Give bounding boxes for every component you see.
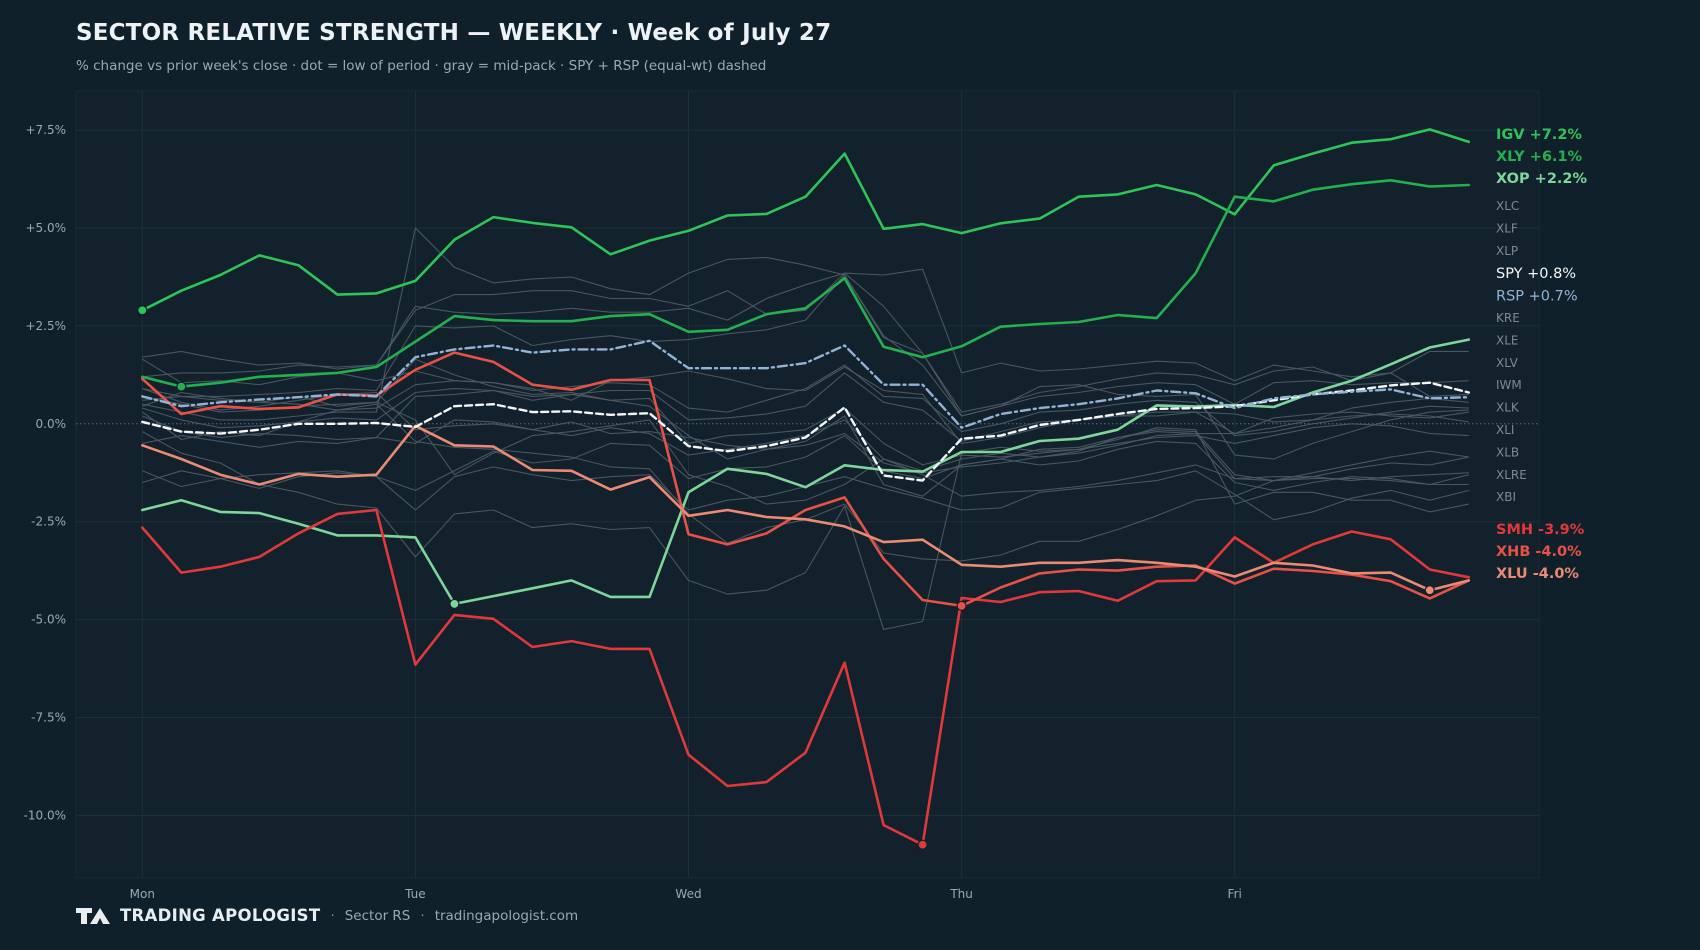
series-label-midpack: XLC <box>1496 199 1519 213</box>
series-label-xlu: XLU -4.0% <box>1496 566 1579 582</box>
series-line-midpack <box>142 415 1469 482</box>
series-line-xlu <box>141 424 1471 592</box>
y-tick-label: +2.5% <box>25 319 66 333</box>
series-line-midpack <box>142 389 1469 466</box>
series-label-midpack: XLV <box>1496 356 1519 370</box>
y-tick-label: -5.0% <box>31 613 66 627</box>
footer-site-link[interactable]: tradingapologist.com <box>434 907 579 924</box>
ta-logo-icon <box>76 907 110 924</box>
series-label-igv: IGV +7.2% <box>1496 127 1582 143</box>
y-tick-label: -2.5% <box>31 515 66 529</box>
series-line-midpack <box>142 272 1469 413</box>
footer-separator: · <box>330 907 335 924</box>
series-label-xly: XLY +6.1% <box>1496 149 1583 165</box>
series-line-midpack <box>142 372 1469 442</box>
series-label-spy: SPY +0.8% <box>1496 266 1576 282</box>
series-label-xop: XOP +2.2% <box>1496 171 1588 187</box>
series-line-midpack <box>142 358 1469 497</box>
series-line-rsp <box>141 339 1471 429</box>
series-line-midpack <box>142 388 1469 474</box>
y-tick-label: +5.0% <box>25 221 66 235</box>
y-tick-label: 0.0% <box>36 417 67 431</box>
chart-subtitle: % change vs prior week's close · dot = l… <box>76 58 767 74</box>
brand-logo[interactable]: TRADING APOLOGIST <box>76 906 320 925</box>
series-line-smh <box>141 508 1471 847</box>
series-label-midpack: KRE <box>1496 311 1520 325</box>
low-marker-xop <box>449 598 460 610</box>
low-marker-xhb <box>956 600 967 611</box>
x-tick-label: Tue <box>404 887 426 901</box>
series-label-smh: SMH -3.9% <box>1496 522 1585 538</box>
series-line-midpack <box>142 358 1469 444</box>
x-tick-label: Mon <box>130 887 155 901</box>
chart-title: SECTOR RELATIVE STRENGTH — WEEKLY · Week… <box>76 20 832 46</box>
low-marker-xlu <box>1424 585 1435 596</box>
footer: TRADING APOLOGIST · Sector RS · tradinga… <box>76 906 578 925</box>
y-tick-label: +7.5% <box>25 123 66 137</box>
x-tick-label: Fri <box>1228 887 1242 901</box>
series-label-midpack: IWM <box>1496 378 1522 392</box>
x-tick-label: Wed <box>675 887 701 901</box>
series-line-midpack <box>142 227 1469 460</box>
series-line-midpack <box>142 364 1469 437</box>
footer-separator: · <box>420 907 425 924</box>
series-label-midpack: XBI <box>1496 490 1516 504</box>
series-label-midpack: XLF <box>1496 221 1518 235</box>
series-line-midpack <box>142 274 1469 417</box>
low-marker-xly <box>176 381 187 392</box>
x-tick-label: Thu <box>949 887 973 901</box>
series-line-midpack <box>142 391 1469 505</box>
footer-product: Sector RS <box>344 907 411 924</box>
series-line-xly <box>141 179 1471 388</box>
series-label-midpack: XLI <box>1496 423 1514 437</box>
y-tick-label: -10.0% <box>24 808 66 822</box>
plot-area <box>75 90 1540 879</box>
low-marker-igv <box>137 305 148 316</box>
series-label-midpack: XLK <box>1496 401 1520 415</box>
series-label-xhb: XHB -4.0% <box>1496 544 1582 560</box>
series-label-midpack: XLB <box>1496 445 1519 459</box>
low-marker-smh <box>917 839 928 850</box>
y-tick-label: -7.5% <box>31 710 66 724</box>
series-label-rsp: RSP +0.7% <box>1496 289 1578 305</box>
series-line-midpack <box>142 427 1469 630</box>
brand-name: TRADING APOLOGIST <box>120 906 321 925</box>
series-line-midpack <box>142 268 1469 397</box>
series-label-midpack: XLE <box>1496 333 1519 347</box>
series-label-midpack: XLRE <box>1496 468 1527 482</box>
series-label-midpack: XLP <box>1496 244 1518 258</box>
